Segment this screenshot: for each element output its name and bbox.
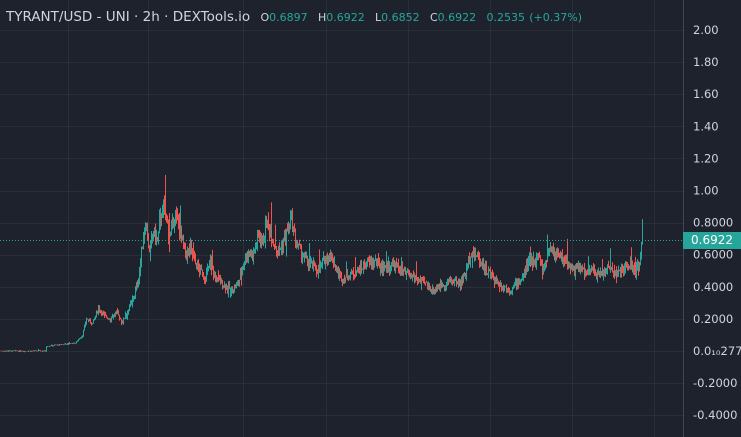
y-tick-label: 2.00: [693, 23, 719, 37]
y-tick-label: -0.2000: [693, 376, 737, 390]
chart-legend: TYRANT/USD - UNI · 2h · DEXTools.io O0.6…: [6, 9, 582, 25]
symbol-label[interactable]: TYRANT/USD: [6, 9, 93, 25]
y-tick-label: 0.6000: [693, 248, 733, 262]
source-separator: ·: [164, 9, 173, 25]
high-value: 0.6922: [326, 11, 365, 24]
y-tick-label: 1.60: [693, 87, 719, 101]
y-tick-label: -0.4000: [693, 408, 737, 422]
open-key: O: [260, 11, 270, 24]
y-tick-label: 1.80: [693, 55, 719, 69]
y-tick-label: 1.20: [693, 151, 719, 165]
open-value: 0.6897: [269, 11, 308, 24]
y-tick-label: 0.0₁₀2775: [693, 344, 741, 358]
symbol-separator: -: [96, 9, 106, 25]
candlestick-series: [0, 174, 643, 353]
chart-grid: [0, 0, 683, 437]
interval-separator: ·: [134, 9, 143, 25]
last-price-tag: 0.6922: [683, 232, 741, 249]
price-axis[interactable]: 2.00 1.80 1.60 1.40 1.20 1.00 0.8000 0.6000 0.40…: [693, 23, 741, 422]
close-value: 0.6922: [437, 11, 477, 24]
low-key: L: [375, 11, 382, 24]
y-tick-label: 1.40: [693, 119, 719, 133]
interval-label[interactable]: 2h: [142, 9, 160, 25]
change-percent: (+0.37%): [529, 11, 582, 24]
low-value: 0.6852: [381, 11, 420, 24]
change-value: 0.2535: [486, 11, 525, 24]
high-key: H: [317, 11, 327, 24]
close-key: C: [429, 11, 438, 24]
source-label: DEXTools.io: [172, 9, 251, 25]
y-tick-label: 1.00: [693, 184, 719, 198]
y-tick-label: 0.2000: [693, 312, 733, 326]
exchange-label: UNI: [105, 9, 130, 25]
y-tick-label: 0.4000: [693, 280, 733, 294]
y-tick-label: 0.8000: [693, 216, 733, 230]
